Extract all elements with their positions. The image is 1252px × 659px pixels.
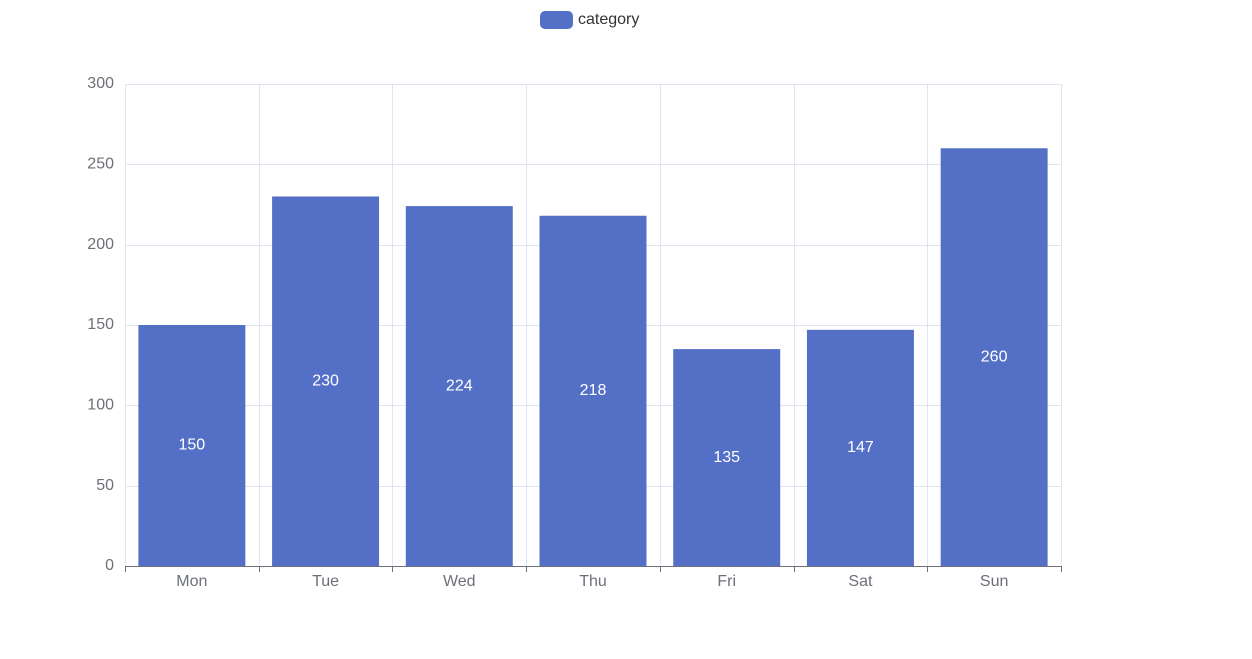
data-label: 224 bbox=[446, 377, 473, 394]
legend-label: category bbox=[578, 11, 640, 28]
data-label: 218 bbox=[580, 382, 607, 399]
y-tick-label: 200 bbox=[87, 236, 114, 253]
bar-mon bbox=[138, 325, 246, 566]
x-tick-label: Tue bbox=[312, 573, 339, 590]
x-tick-label: Wed bbox=[443, 573, 476, 590]
x-tick-label: Fri bbox=[717, 573, 736, 590]
x-tick-label: Sun bbox=[980, 573, 1008, 590]
y-tick-label: 300 bbox=[87, 75, 114, 92]
bar-thu bbox=[539, 215, 647, 566]
bar-fri bbox=[673, 349, 781, 566]
x-tick-label: Mon bbox=[176, 573, 207, 590]
x-tick-label: Thu bbox=[579, 573, 607, 590]
data-label: 147 bbox=[847, 439, 874, 456]
data-label: 150 bbox=[179, 437, 206, 454]
y-tick-label: 50 bbox=[96, 477, 114, 494]
bar-sat bbox=[806, 329, 914, 566]
y-tick-label: 250 bbox=[87, 156, 114, 173]
legend[interactable]: category bbox=[540, 9, 639, 31]
x-tick-label: Sat bbox=[848, 573, 873, 590]
legend-swatch bbox=[540, 11, 573, 29]
bar-wed bbox=[405, 206, 513, 566]
bar-sun bbox=[940, 148, 1048, 566]
y-tick-label: 150 bbox=[87, 316, 114, 333]
data-label: 230 bbox=[312, 372, 339, 389]
bar-tue bbox=[272, 196, 380, 566]
data-label: 260 bbox=[981, 348, 1008, 365]
y-tick-label: 0 bbox=[105, 557, 114, 574]
data-label: 135 bbox=[713, 449, 740, 466]
y-tick-label: 100 bbox=[87, 397, 114, 414]
